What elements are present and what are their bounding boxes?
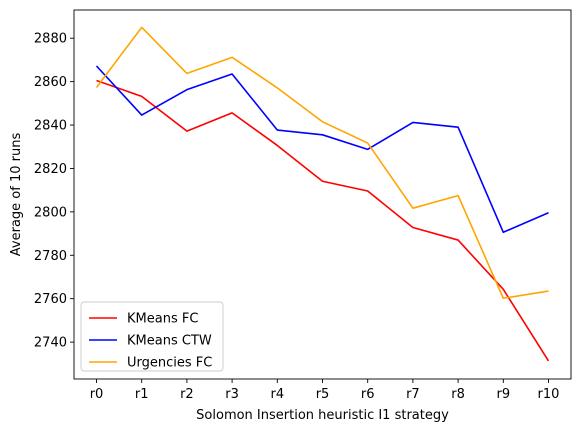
x-tick-label: r6 xyxy=(361,387,375,402)
x-tick-label: r2 xyxy=(180,387,194,402)
y-tick-label: 2740 xyxy=(34,336,67,351)
x-tick-label: r0 xyxy=(90,387,104,402)
y-tick-label: 2880 xyxy=(34,32,67,47)
y-axis-label: Average of 10 runs xyxy=(9,133,24,257)
legend: KMeans FC KMeans CTW Urgencies FC xyxy=(81,302,223,371)
y-tick-label: 2780 xyxy=(34,249,67,264)
legend-label: Urgencies FC xyxy=(127,356,212,371)
x-tick-label: r9 xyxy=(496,387,510,402)
x-tick-label: r8 xyxy=(451,387,465,402)
x-tick-label: r5 xyxy=(316,387,330,402)
x-tick-label: r4 xyxy=(270,387,284,402)
y-tick-label: 2800 xyxy=(34,205,67,220)
x-axis-label: Solomon Insertion heuristic I1 strategy xyxy=(196,408,449,423)
x-tick-label: r7 xyxy=(406,387,420,402)
y-tick-label: 2760 xyxy=(34,292,67,307)
y-tick-label: 2820 xyxy=(34,162,67,177)
legend-label: KMeans FC xyxy=(127,312,198,327)
x-tick-label: r10 xyxy=(538,387,560,402)
y-tick-label: 2840 xyxy=(34,119,67,134)
x-tick-label: r1 xyxy=(135,387,149,402)
legend-label: KMeans CTW xyxy=(127,334,212,349)
y-tick-label: 2860 xyxy=(34,75,67,90)
x-tick-label: r3 xyxy=(225,387,239,402)
